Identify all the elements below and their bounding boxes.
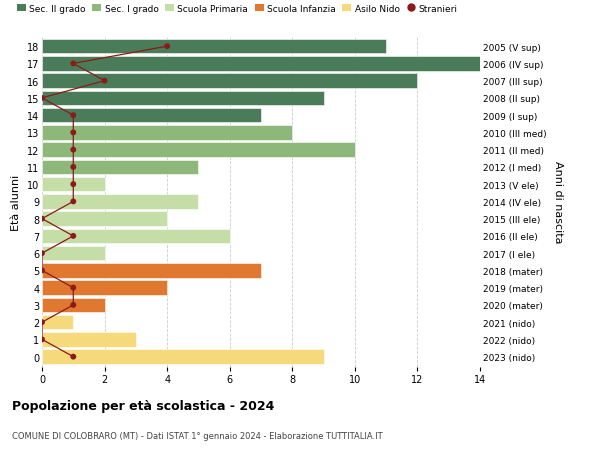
Text: COMUNE DI COLOBRARO (MT) - Dati ISTAT 1° gennaio 2024 - Elaborazione TUTTITALIA.: COMUNE DI COLOBRARO (MT) - Dati ISTAT 1°… [12, 431, 383, 441]
Point [68, 353, 78, 361]
Bar [42, 57, 480, 72]
Bar [42, 126, 292, 140]
Bar [42, 74, 418, 89]
Point [68, 198, 78, 206]
Point [37, 336, 47, 343]
Point [37, 95, 47, 102]
Bar [42, 160, 199, 175]
Bar [42, 178, 104, 192]
Bar [42, 281, 167, 295]
Point [68, 112, 78, 120]
Point [68, 181, 78, 188]
Point [37, 319, 47, 326]
Bar [42, 229, 230, 244]
Text: Popolazione per età scolastica - 2024: Popolazione per età scolastica - 2024 [12, 399, 274, 412]
Bar [42, 332, 136, 347]
Point [37, 267, 47, 274]
Bar [42, 350, 323, 364]
Bar [42, 143, 355, 157]
Point [68, 284, 78, 292]
Bar [42, 298, 104, 313]
Point [68, 61, 78, 68]
Y-axis label: Anni di nascita: Anni di nascita [553, 161, 563, 243]
Bar [42, 246, 104, 261]
Bar [42, 40, 386, 54]
Bar [42, 195, 199, 209]
Bar [42, 91, 323, 106]
Bar [42, 212, 167, 226]
Point [68, 164, 78, 171]
Point [68, 233, 78, 240]
Bar [42, 109, 261, 123]
Point [68, 129, 78, 137]
Legend: Sec. II grado, Sec. I grado, Scuola Primaria, Scuola Infanzia, Asilo Nido, Stran: Sec. II grado, Sec. I grado, Scuola Prim… [17, 5, 458, 13]
Point [37, 250, 47, 257]
Y-axis label: Età alunni: Età alunni [11, 174, 21, 230]
Point [37, 215, 47, 223]
Point [163, 44, 172, 51]
Bar [42, 263, 261, 278]
Point [100, 78, 109, 85]
Bar [42, 315, 73, 330]
Point [68, 302, 78, 309]
Point [68, 147, 78, 154]
